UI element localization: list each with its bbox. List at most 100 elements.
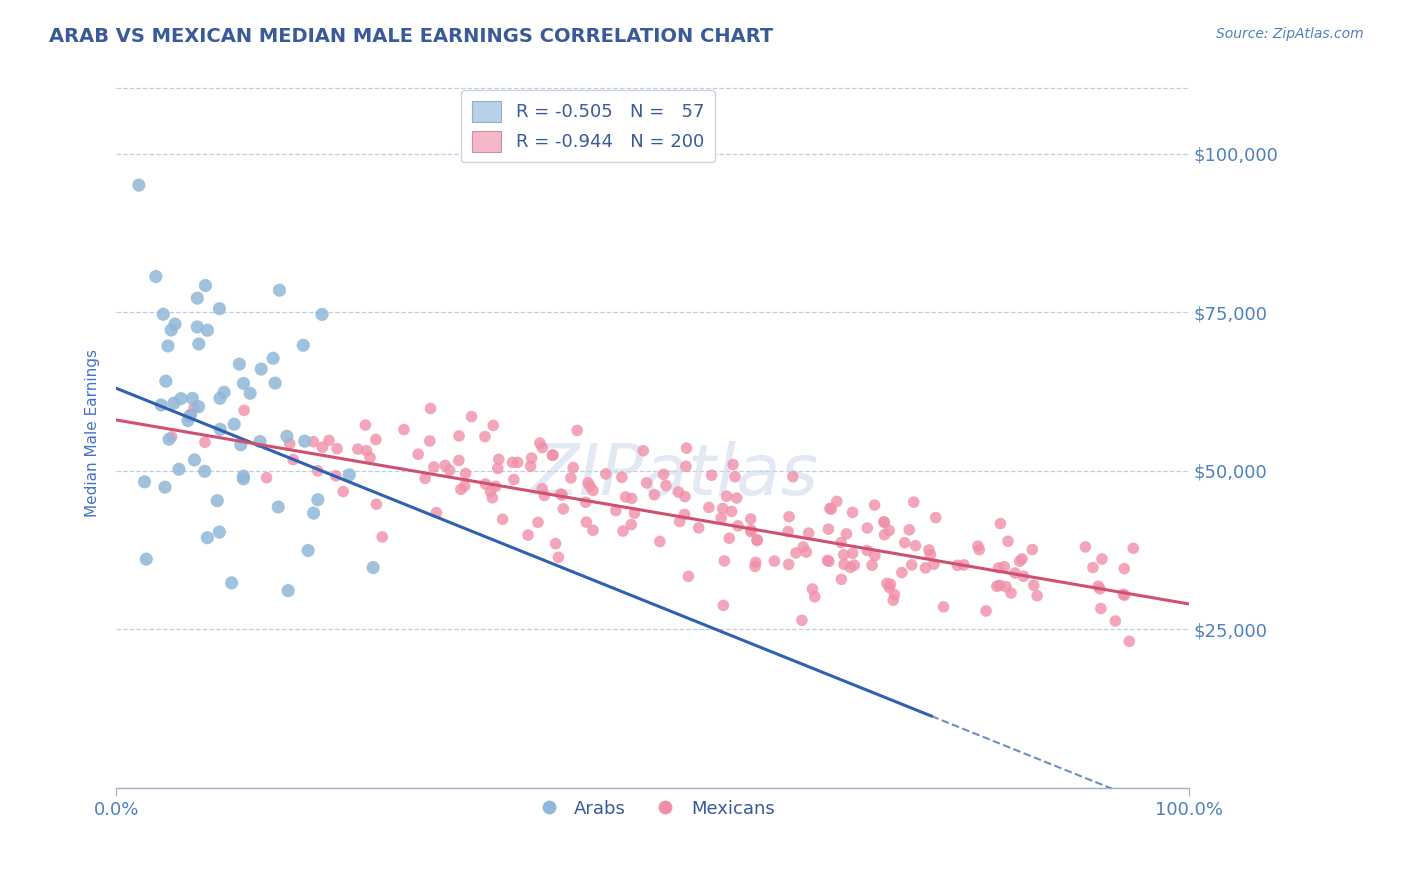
Point	[652, 467, 675, 482]
Point	[890, 566, 912, 580]
Point	[825, 494, 848, 508]
Point	[562, 460, 585, 475]
Point	[841, 505, 863, 519]
Point	[160, 430, 183, 444]
Point	[474, 429, 496, 443]
Text: Source: ZipAtlas.com: Source: ZipAtlas.com	[1216, 27, 1364, 41]
Point	[763, 554, 786, 568]
Point	[727, 519, 749, 533]
Point	[668, 515, 690, 529]
Point	[194, 435, 217, 450]
Point	[967, 542, 990, 557]
Point	[1074, 540, 1097, 554]
Point	[157, 432, 180, 446]
Point	[337, 467, 360, 482]
Point	[481, 491, 503, 505]
Point	[406, 447, 429, 461]
Point	[778, 558, 800, 572]
Point	[636, 475, 658, 490]
Point	[269, 283, 291, 297]
Point	[502, 473, 524, 487]
Point	[918, 543, 941, 558]
Point	[529, 436, 551, 450]
Point	[453, 479, 475, 493]
Point	[155, 374, 177, 388]
Point	[439, 463, 461, 477]
Point	[425, 506, 447, 520]
Point	[817, 553, 839, 567]
Point	[232, 469, 254, 483]
Point	[932, 599, 955, 614]
Point	[863, 549, 886, 563]
Point	[778, 524, 800, 539]
Point	[482, 418, 505, 433]
Point	[724, 469, 747, 483]
Point	[165, 317, 187, 331]
Point	[710, 511, 733, 525]
Point	[744, 559, 766, 574]
Point	[153, 480, 176, 494]
Point	[582, 483, 605, 498]
Point	[550, 487, 572, 501]
Point	[194, 464, 217, 478]
Point	[479, 484, 502, 499]
Point	[423, 460, 446, 475]
Point	[820, 502, 842, 516]
Point	[277, 583, 299, 598]
Point	[643, 488, 665, 502]
Point	[745, 533, 768, 548]
Point	[995, 580, 1018, 594]
Point	[856, 521, 879, 535]
Point	[882, 593, 904, 607]
Point	[879, 577, 901, 591]
Point	[160, 323, 183, 337]
Point	[832, 558, 855, 572]
Point	[145, 269, 167, 284]
Point	[419, 434, 441, 448]
Point	[873, 527, 896, 541]
Point	[180, 408, 202, 422]
Point	[967, 539, 990, 553]
Point	[797, 526, 820, 541]
Point	[224, 417, 246, 432]
Point	[1090, 601, 1112, 615]
Point	[208, 524, 231, 539]
Point	[519, 459, 541, 474]
Point	[1022, 578, 1045, 592]
Point	[718, 531, 741, 545]
Point	[541, 449, 564, 463]
Point	[946, 558, 969, 573]
Point	[486, 461, 509, 475]
Point	[990, 516, 1012, 531]
Point	[187, 400, 209, 414]
Point	[873, 516, 896, 530]
Point	[502, 455, 524, 469]
Point	[371, 530, 394, 544]
Point	[450, 483, 472, 497]
Point	[1118, 634, 1140, 648]
Point	[474, 477, 496, 491]
Point	[675, 441, 697, 455]
Point	[778, 509, 800, 524]
Point	[283, 452, 305, 467]
Point	[623, 506, 645, 520]
Point	[194, 278, 217, 293]
Point	[740, 523, 762, 537]
Point	[794, 545, 817, 559]
Point	[187, 337, 209, 351]
Point	[1000, 586, 1022, 600]
Point	[620, 491, 643, 506]
Point	[221, 575, 243, 590]
Point	[655, 478, 678, 492]
Point	[276, 429, 298, 443]
Point	[307, 464, 329, 478]
Point	[841, 546, 863, 560]
Point	[1112, 587, 1135, 601]
Point	[785, 546, 807, 560]
Point	[612, 524, 634, 538]
Point	[740, 512, 762, 526]
Point	[720, 504, 742, 518]
Point	[150, 398, 173, 412]
Point	[595, 467, 617, 481]
Point	[156, 339, 179, 353]
